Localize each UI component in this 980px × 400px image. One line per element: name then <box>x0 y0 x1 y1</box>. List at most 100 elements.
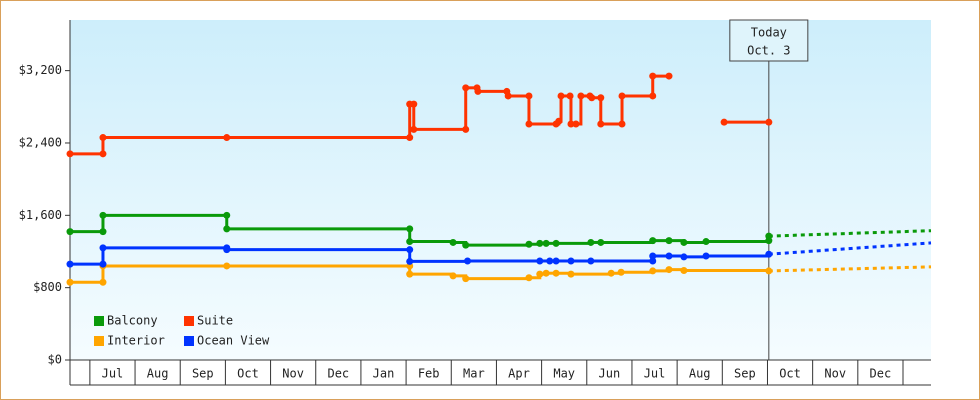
price-point <box>577 92 585 100</box>
price-point <box>665 266 673 274</box>
price-point <box>99 228 107 236</box>
legend-label: Suite <box>197 314 233 328</box>
step-segment <box>556 241 593 245</box>
x-tick-label: Sep <box>192 367 214 381</box>
x-tick-label: Dec <box>327 367 349 381</box>
price-point <box>555 117 563 125</box>
price-point <box>597 120 605 128</box>
price-point <box>474 87 482 95</box>
price-point <box>665 72 673 80</box>
price-point <box>765 267 773 275</box>
today-label: Oct. 3 <box>747 44 790 58</box>
price-point <box>649 92 657 100</box>
step-segment <box>621 270 655 274</box>
price-point <box>66 228 74 236</box>
price-point <box>525 274 533 282</box>
forecast-line <box>768 229 932 238</box>
step-segment <box>465 277 531 281</box>
price-point <box>99 150 107 158</box>
price-point <box>464 257 472 265</box>
price-point <box>410 100 418 108</box>
price-point <box>552 257 560 265</box>
today-label: Today <box>751 26 787 40</box>
price-point <box>536 270 544 278</box>
step-segment <box>465 243 531 247</box>
price-point <box>567 257 575 265</box>
price-point <box>588 94 596 102</box>
price-point <box>618 120 626 128</box>
price-point <box>410 125 418 133</box>
x-tick-label: Jul <box>102 367 124 381</box>
price-point <box>567 270 575 278</box>
x-tick-label: Jan <box>373 367 395 381</box>
price-point <box>223 211 231 219</box>
price-point <box>557 92 565 100</box>
price-point <box>66 278 74 286</box>
price-point <box>649 237 657 245</box>
price-point <box>542 269 550 277</box>
legend-label: Balcony <box>107 314 158 328</box>
price-point <box>406 246 414 254</box>
price-point <box>720 118 728 126</box>
price-point <box>552 269 560 277</box>
price-point <box>680 266 688 274</box>
price-point <box>462 84 470 92</box>
step-segment <box>409 240 455 244</box>
today-box <box>729 19 809 62</box>
price-point <box>765 232 773 240</box>
legend-swatch <box>94 316 104 326</box>
x-tick-label: Aug <box>147 367 169 381</box>
price-point <box>649 252 657 260</box>
price-point <box>618 92 626 100</box>
forecast-line <box>768 265 932 273</box>
step-segment <box>569 94 573 124</box>
price-point <box>525 92 533 100</box>
price-point <box>99 244 107 252</box>
price-point <box>680 238 688 246</box>
legend-label: Ocean View <box>197 334 270 348</box>
step-segment <box>570 272 613 276</box>
x-tick-label: Jun <box>599 367 621 381</box>
price-point <box>406 225 414 233</box>
price-point <box>504 92 512 100</box>
x-tick-label: Nov <box>282 367 304 381</box>
price-point <box>449 272 457 280</box>
price-point <box>99 211 107 219</box>
price-point <box>680 253 688 261</box>
x-tick-label: Dec <box>870 367 892 381</box>
step-segment <box>706 240 771 244</box>
forecast-line <box>768 241 932 256</box>
price-point <box>406 134 414 142</box>
price-point <box>406 270 414 278</box>
plot-area <box>70 20 931 360</box>
price-point <box>597 94 605 102</box>
price-point <box>66 260 74 268</box>
y-tick-label: $1,600 <box>19 208 62 222</box>
price-point <box>617 268 625 276</box>
price-point <box>449 238 457 246</box>
price-point <box>665 252 673 260</box>
price-point <box>702 238 710 246</box>
price-point <box>542 239 550 247</box>
price-point <box>567 120 575 128</box>
price-point <box>223 246 231 254</box>
price-point <box>536 257 544 265</box>
price-point <box>587 257 595 265</box>
price-point <box>649 267 657 275</box>
x-tick-label: Apr <box>508 367 530 381</box>
price-point <box>665 237 673 245</box>
price-point <box>406 238 414 246</box>
x-tick-label: Sep <box>734 367 756 381</box>
price-point <box>462 125 470 133</box>
price-point <box>223 262 231 270</box>
y-tick-label: $2,400 <box>19 135 62 149</box>
x-tick-label: Oct <box>237 367 259 381</box>
price-point <box>536 239 544 247</box>
price-point <box>607 269 615 277</box>
price-point <box>99 278 107 286</box>
legend-swatch <box>184 316 194 326</box>
price-point <box>66 150 74 158</box>
price-point <box>462 275 470 283</box>
x-tick-label: May <box>553 367 575 381</box>
